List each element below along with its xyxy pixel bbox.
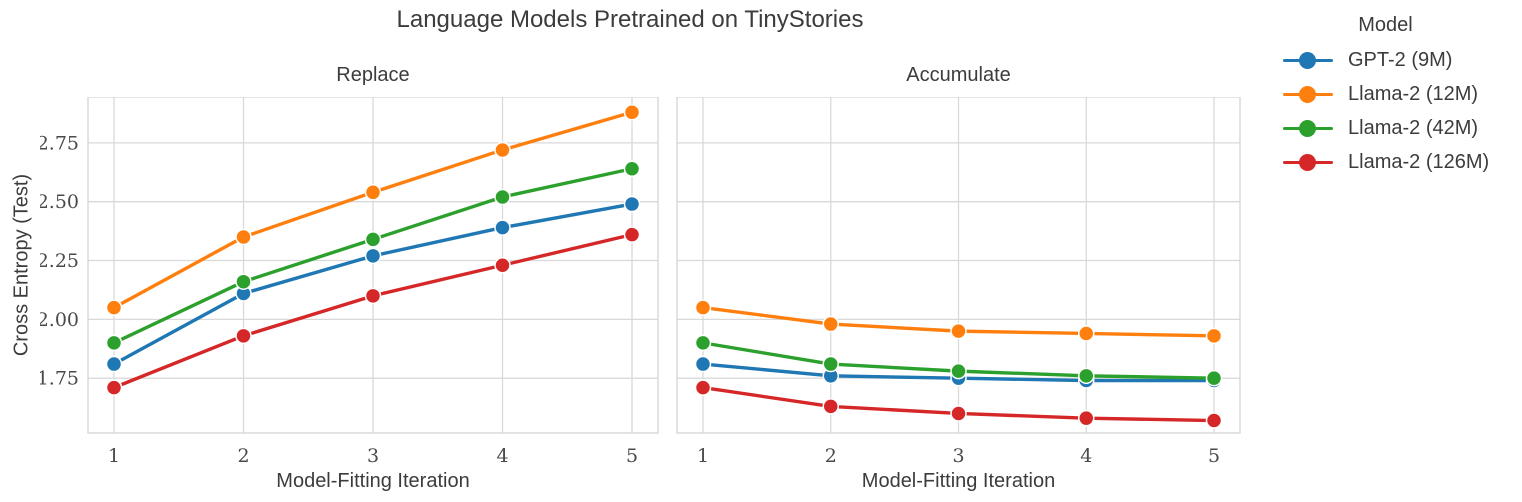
data-point — [822, 355, 839, 373]
data-point — [694, 355, 712, 373]
legend-label: GPT-2 (9M) — [1348, 48, 1453, 71]
x-tick-label: 5 — [1208, 445, 1220, 467]
data-point — [822, 398, 839, 415]
data-point — [1078, 325, 1095, 342]
data-point — [1078, 409, 1095, 427]
data-point — [364, 184, 382, 201]
y-tick-label: 2.75 — [40, 132, 79, 154]
legend-item-llama2-126m: Llama-2 (126M) — [1283, 145, 1489, 179]
data-point — [623, 104, 641, 121]
data-point — [1205, 412, 1223, 429]
data-point — [694, 299, 712, 316]
y-tick-label: 2.50 — [40, 191, 79, 213]
legend-label: Llama-2 (42M) — [1348, 116, 1479, 139]
y-tick-label: 2.25 — [40, 250, 79, 272]
legend-label: Llama-2 (12M) — [1348, 82, 1479, 105]
data-point — [1205, 369, 1223, 387]
panel-title-replace: Replace — [336, 64, 410, 86]
data-point — [1078, 367, 1095, 385]
data-point — [694, 379, 712, 396]
line-dot-marker-icon — [1283, 51, 1333, 69]
data-point — [494, 141, 511, 159]
line-dot-marker-icon — [1283, 119, 1333, 137]
data-point — [623, 160, 641, 178]
data-point — [623, 226, 641, 243]
data-point — [694, 334, 712, 352]
data-point — [950, 362, 967, 380]
x-tick-label: 3 — [367, 445, 379, 467]
data-point — [235, 228, 252, 246]
data-point — [822, 315, 839, 333]
x-axis-label-accumulate: Model-Fitting Iteration — [861, 470, 1056, 492]
data-point — [364, 287, 382, 305]
x-tick-label: 4 — [1080, 445, 1092, 467]
axes-box — [87, 97, 659, 434]
figure-title: Language Models Pretrained on TinyStorie… — [396, 6, 864, 33]
data-point — [494, 219, 511, 236]
x-axis-label-replace: Model-Fitting Iteration — [276, 470, 470, 492]
legend: GPT-2 (9M) Llama-2 (12M) Llama-2 (42M) L… — [1283, 43, 1489, 179]
data-point — [494, 188, 511, 206]
line-dot-marker-icon — [1283, 85, 1333, 103]
x-tick-label: 1 — [108, 445, 120, 467]
data-point — [950, 405, 967, 422]
y-axis-label: Cross Entropy (Test) — [10, 173, 33, 357]
axes-box — [676, 97, 1241, 434]
legend-label: Llama-2 (126M) — [1348, 150, 1490, 173]
panel-title-accumulate: Accumulate — [906, 64, 1011, 86]
legend-title: Model — [1358, 14, 1413, 36]
y-tick-label: 2.00 — [40, 309, 79, 331]
data-point — [950, 322, 967, 340]
replace-plot-area: 1.75 2.00 2.25 2.50 2.75 1 2 3 4 5 — [40, 97, 659, 467]
legend-item-llama2-42m: Llama-2 (42M) — [1283, 111, 1489, 145]
data-point — [105, 299, 123, 316]
data-point — [623, 195, 641, 213]
data-point — [1205, 327, 1223, 345]
data-point — [364, 247, 382, 265]
legend-item-llama2-12m: Llama-2 (12M) — [1283, 77, 1489, 111]
data-point — [235, 273, 252, 290]
data-point — [105, 355, 123, 373]
data-point — [105, 334, 123, 352]
x-tick-label: 5 — [626, 445, 638, 467]
y-tick-label: 1.75 — [40, 368, 79, 390]
data-point — [235, 327, 252, 345]
data-point — [105, 379, 123, 396]
data-point — [364, 231, 382, 248]
x-tick-label: 4 — [496, 445, 508, 467]
x-tick-label: 1 — [697, 445, 709, 467]
data-point — [494, 256, 511, 274]
accumulate-plot-area: 1 2 3 4 5 — [676, 97, 1241, 467]
line-dot-marker-icon — [1283, 153, 1333, 171]
legend-item-gpt2-9m: GPT-2 (9M) — [1283, 43, 1489, 77]
x-tick-label: 2 — [825, 445, 837, 467]
x-tick-label: 2 — [237, 445, 249, 467]
x-tick-label: 3 — [952, 445, 964, 467]
